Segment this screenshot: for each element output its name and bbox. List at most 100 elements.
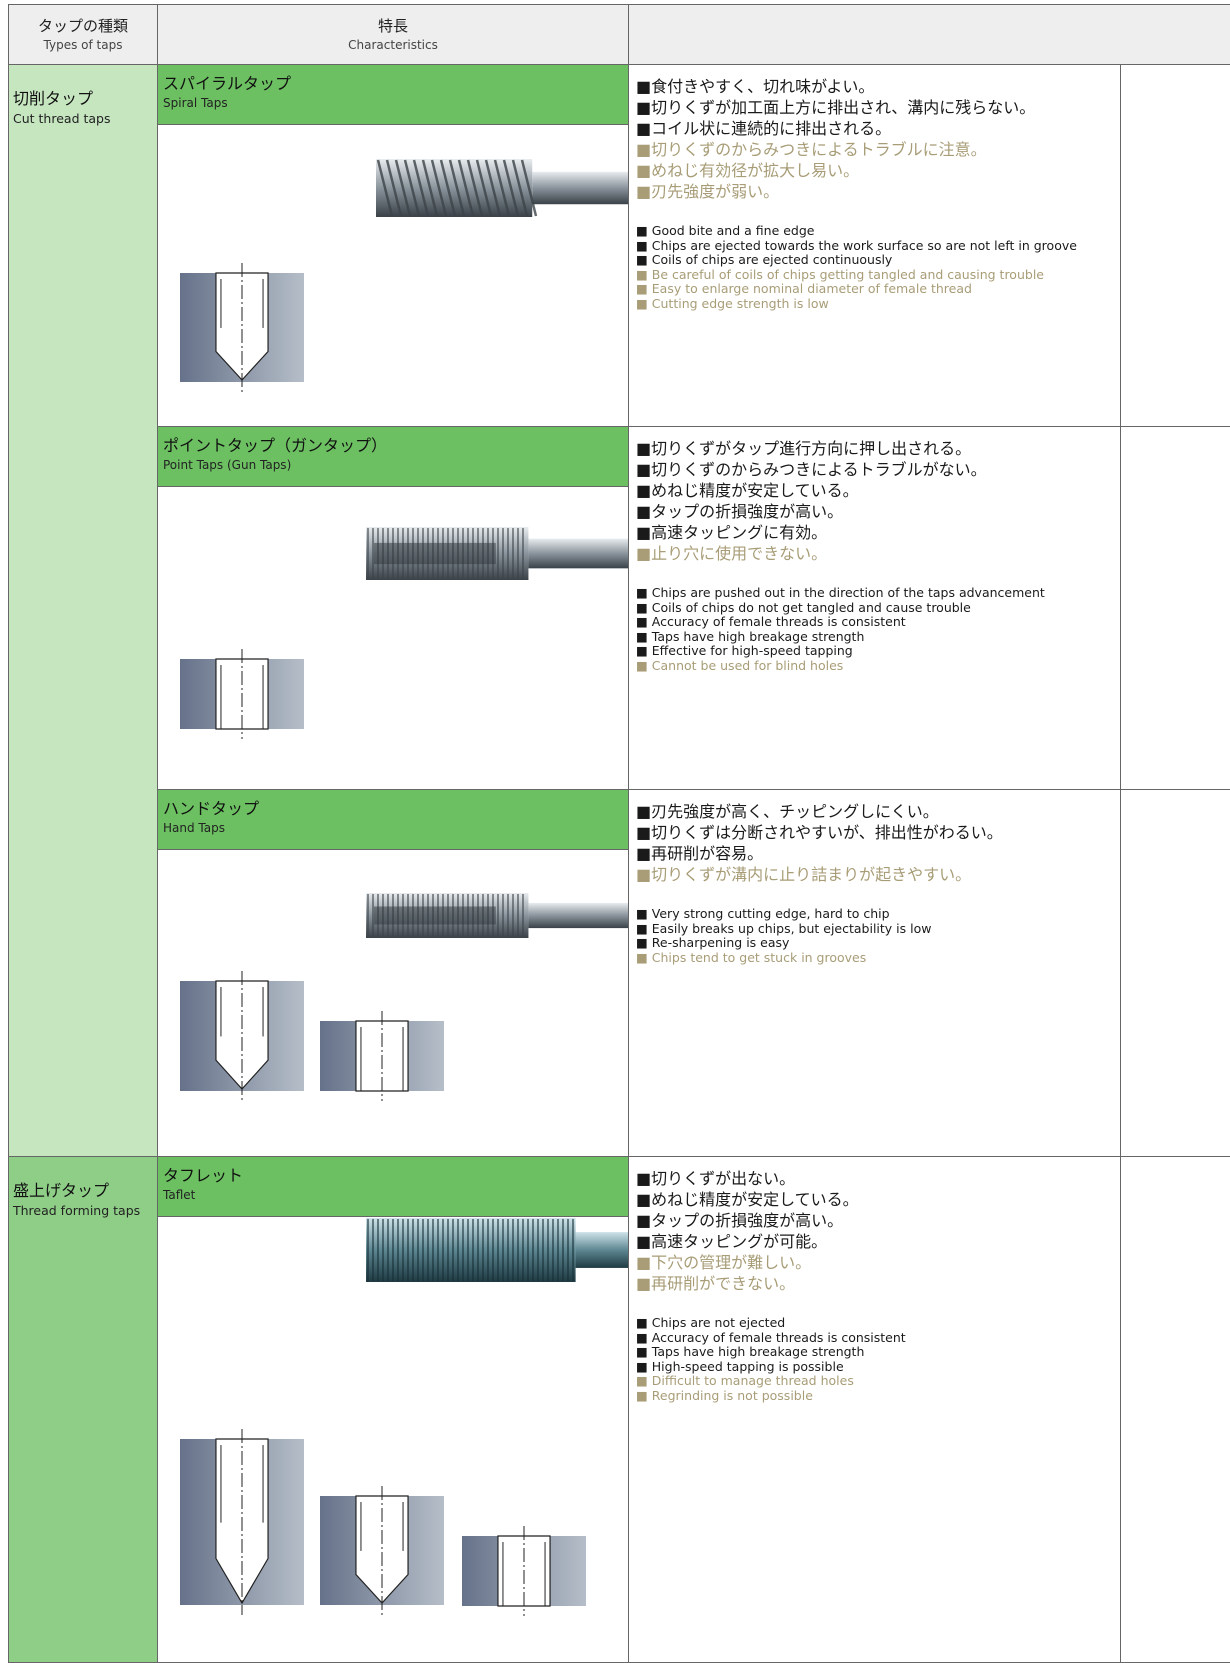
tap-name-ja: スパイラルタップ bbox=[163, 74, 292, 93]
tap-thread bbox=[475, 159, 493, 217]
blank-cell bbox=[1120, 789, 1230, 1157]
tap-name-ja: タフレット bbox=[163, 1166, 244, 1185]
tap-shank bbox=[528, 538, 628, 569]
tap-thread bbox=[421, 159, 439, 217]
tap-name-bar: ハンドタップ Hand Taps bbox=[157, 789, 629, 850]
caution-ja: ■切りくずのからみつきによるトラブルに注意。 bbox=[636, 140, 987, 159]
feature-ja: ■切りくずは分断されやすいが、排出性がわるい。 bbox=[636, 823, 1003, 842]
caution-ja: ■めねじ有効径が拡大し易い。 bbox=[636, 161, 860, 180]
tap-thread bbox=[502, 159, 520, 217]
feature-ja: ■切りくずが出ない。 bbox=[636, 1169, 796, 1188]
caution-ja: ■下穴の管理が難しい。 bbox=[636, 1253, 812, 1272]
caution-en: ■ Chips tend to get stuck in grooves bbox=[636, 949, 867, 965]
caution-en: ■ Difficult to manage thread holes bbox=[636, 1373, 854, 1388]
tap-thread bbox=[448, 159, 466, 217]
feature-en: ■ Easily breaks up chips, but ejectabili… bbox=[636, 920, 932, 936]
feature-ja: ■切りくずが加工面上方に排出され、溝内に残らない。 bbox=[636, 98, 1036, 117]
features: ■切りくずがタップ進行方向に押し出される。 ■切りくずのからみつきによるトラブルが… bbox=[628, 426, 1120, 673]
tap-name-en: Hand Taps bbox=[163, 821, 225, 835]
header-cell bbox=[628, 4, 1230, 65]
group-name-en: Cut thread taps bbox=[13, 111, 111, 126]
group-cell: 盛上げタップ Thread forming taps bbox=[8, 1156, 158, 1663]
tap-name-bar: タフレット Taflet bbox=[157, 1156, 629, 1217]
feature-en: ■ Taps have high breakage strength bbox=[636, 628, 865, 644]
caution-en: ■ Be careful of coils of chips getting t… bbox=[636, 266, 1044, 282]
caution-ja: ■止り穴に使用できない。 bbox=[636, 544, 828, 563]
features: ■切りくずが出ない。 ■めねじ精度が安定している。 ■タップの折損強度が高い。 ■高速… bbox=[628, 1156, 1120, 1403]
tap-name-en: Spiral Taps bbox=[163, 96, 228, 110]
feature-ja: ■タップの折損強度が高い。 bbox=[636, 1211, 844, 1230]
tap-thread bbox=[430, 159, 448, 217]
feature-en: ■ Accuracy of female threads is consiste… bbox=[636, 1329, 906, 1345]
tap-thread bbox=[439, 159, 457, 217]
spacer bbox=[636, 885, 1110, 907]
caution-en: ■ Cannot be used for blind holes bbox=[636, 657, 844, 673]
feature-en: ■ Accuracy of female threads is consiste… bbox=[636, 614, 906, 629]
feature-ja: ■切りくずがタップ進行方向に押し出される。 bbox=[636, 439, 972, 458]
header-cell: タップの種類 Types of taps bbox=[8, 4, 158, 65]
feature-ja: ■再研削が容易。 bbox=[636, 844, 764, 863]
features: ■食付きやすく、切れ味がよい。 ■切りくずが加工面上方に排出され、溝内に残らない。… bbox=[628, 64, 1120, 311]
feature-ja: ■高速タッピングに有効。 bbox=[636, 523, 828, 542]
tap-shank bbox=[528, 902, 628, 929]
header-cell: 特長 Characteristics bbox=[157, 4, 629, 65]
tap-name-en: Point Taps (Gun Taps) bbox=[163, 458, 292, 472]
tap-thread bbox=[394, 159, 412, 217]
feature-en: ■ Chips are ejected towards the work sur… bbox=[636, 237, 1077, 253]
tap-flute bbox=[374, 906, 496, 925]
group-name-ja: 盛上げタップ bbox=[13, 1181, 110, 1200]
header-ja: タップの種類 bbox=[37, 17, 128, 35]
tap-name-ja: ハンドタップ bbox=[163, 799, 260, 818]
picture-cell bbox=[157, 1156, 629, 1663]
tap-thread bbox=[403, 159, 421, 217]
feature-en: ■ Chips are pushed out in the direction … bbox=[636, 585, 1045, 600]
header-en: Types of taps bbox=[43, 38, 123, 52]
tap-shank bbox=[575, 1232, 628, 1268]
tap-thread bbox=[484, 159, 502, 217]
feature-en: ■ Re-sharpening is easy bbox=[636, 935, 790, 950]
feature-en: ■ Coils of chips do not get tangled and … bbox=[636, 599, 971, 615]
feature-en: ■ Good bite and a fine edge bbox=[636, 223, 815, 238]
spacer bbox=[636, 564, 1110, 586]
spacer bbox=[636, 202, 1110, 224]
tap-thread bbox=[376, 159, 394, 217]
tap-thread bbox=[493, 159, 511, 217]
header-en: Characteristics bbox=[348, 38, 438, 52]
group-name-ja: 切削タップ bbox=[13, 89, 94, 108]
tap-body bbox=[366, 1218, 576, 1282]
tap-thread bbox=[466, 159, 484, 217]
tap-shank bbox=[532, 171, 628, 205]
group-name-en: Thread forming taps bbox=[13, 1203, 141, 1218]
spacer bbox=[636, 1294, 1110, 1316]
tap-thread bbox=[412, 159, 430, 217]
feature-en: ■ Taps have high breakage strength bbox=[636, 1344, 865, 1359]
tap-name-ja: ポイントタップ（ガンタップ） bbox=[163, 436, 388, 455]
caution-en: ■ Easy to enlarge nominal diameter of fe… bbox=[636, 281, 972, 296]
tap-flute bbox=[374, 542, 496, 565]
blank-cell bbox=[1120, 426, 1230, 790]
tap-name-en: Taflet bbox=[163, 1188, 196, 1202]
feature-ja: ■食付きやすく、切れ味がよい。 bbox=[636, 77, 875, 96]
caution-ja: ■再研削ができない。 bbox=[636, 1274, 796, 1293]
feature-ja: ■切りくずのからみつきによるトラブルがない。 bbox=[636, 460, 987, 479]
caution-ja: ■切りくずが溝内に止り詰まりが起きやすい。 bbox=[636, 865, 972, 884]
feature-en: ■ Very strong cutting edge, hard to chip bbox=[636, 906, 890, 921]
group-cell: 切削タップ Cut thread taps bbox=[8, 64, 158, 1157]
feature-en: ■ Coils of chips are ejected continuousl… bbox=[636, 252, 893, 267]
feature-ja: ■タップの折損強度が高い。 bbox=[636, 502, 844, 521]
tap-name-bar: スパイラルタップ Spiral Taps bbox=[157, 64, 629, 125]
feature-en: ■ Effective for high-speed tapping bbox=[636, 643, 853, 658]
blank-cell bbox=[1120, 1156, 1230, 1663]
header-ja: 特長 bbox=[377, 17, 408, 35]
features: ■刃先強度が高く、チッピングしにくい。 ■切りくずは分断されやすいが、排出性がわる… bbox=[628, 789, 1120, 965]
hole bbox=[215, 272, 269, 381]
caution-en: ■ Cutting edge strength is low bbox=[636, 295, 829, 311]
feature-en: ■ High-speed tapping is possible bbox=[636, 1358, 844, 1374]
tap-name-bar: ポイントタップ（ガンタップ） Point Taps (Gun Taps) bbox=[157, 426, 629, 487]
feature-en: ■ Chips are not ejected bbox=[636, 1315, 786, 1330]
tap-thread bbox=[457, 159, 475, 217]
hole bbox=[215, 980, 269, 1090]
feature-ja: ■めねじ精度が安定している。 bbox=[636, 1190, 859, 1209]
